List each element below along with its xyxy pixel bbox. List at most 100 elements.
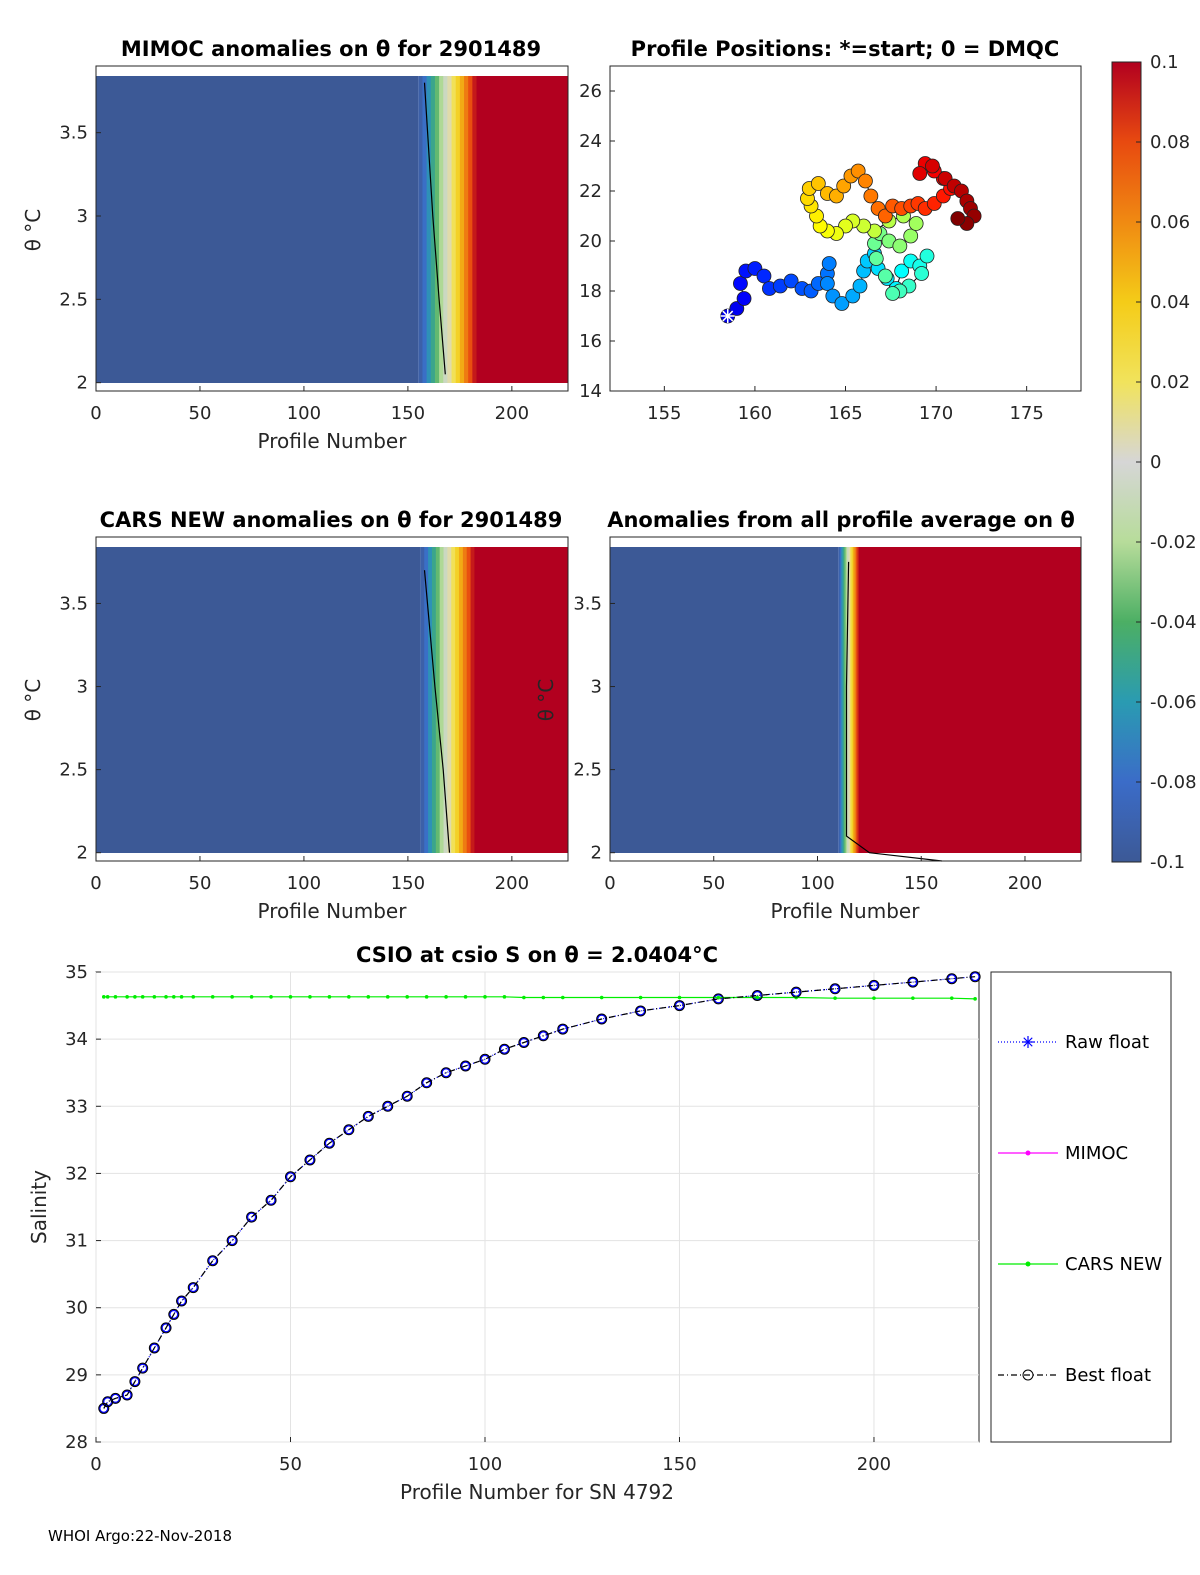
colorbar-tick-label: 0 xyxy=(1150,452,1161,473)
raw-float-point xyxy=(499,1044,510,1054)
cars-point xyxy=(716,995,721,1000)
transition-strip xyxy=(428,537,433,861)
cars-point xyxy=(164,995,168,999)
raw-float-point xyxy=(460,1061,471,1071)
transition-strip xyxy=(420,537,425,861)
csio-legend: Raw float MIMOC CARS NEW Best float xyxy=(990,971,1172,1443)
transition-strip xyxy=(459,66,465,391)
best-float-point xyxy=(323,1137,335,1149)
position-point xyxy=(819,276,835,291)
cars-point xyxy=(105,995,110,999)
position-point xyxy=(729,301,745,316)
best-float-point xyxy=(421,1077,433,1089)
mimoc-ylabel: θ °C xyxy=(21,209,45,252)
best-float-point xyxy=(907,976,919,988)
cars-point xyxy=(366,995,371,999)
missing-data-bottom xyxy=(96,853,568,861)
position-point xyxy=(877,268,893,284)
transition-strip xyxy=(839,537,842,861)
allavg-heatmap xyxy=(610,537,1081,862)
cars-point xyxy=(152,995,157,999)
y-tick-label: 2 xyxy=(77,373,88,394)
colorbar-tick-label: 0.08 xyxy=(1150,132,1190,153)
allavg-yticks: 2 2.5 3 3.5 xyxy=(573,593,615,864)
best-float-point xyxy=(712,993,724,1005)
missing-data-top xyxy=(610,537,1081,547)
best-float-point xyxy=(537,1030,549,1042)
y-tick-label: 18 xyxy=(579,281,602,302)
cars-point xyxy=(755,995,760,1000)
raw-float-point xyxy=(207,1256,218,1266)
best-float-point xyxy=(343,1124,355,1136)
x-tick-label: 200 xyxy=(857,1454,891,1475)
raw-float-point xyxy=(246,1212,257,1222)
cars-point xyxy=(385,995,390,999)
colorbar-ticks: 0.1 0.08 0.06 0.04 0.02 0 -0.02 -0.04 -0.06 -0.08… xyxy=(1136,52,1197,873)
best-float-point xyxy=(440,1067,452,1079)
transition-strip xyxy=(439,537,445,861)
colorbar-tick-label: -0.08 xyxy=(1150,772,1197,793)
x-tick-label: 175 xyxy=(1009,403,1043,424)
raw-float-point xyxy=(421,1078,432,1088)
y-tick-label: 24 xyxy=(579,131,602,152)
transition-strip xyxy=(850,537,853,861)
position-point xyxy=(852,278,868,294)
best-float-point xyxy=(382,1100,394,1112)
raw-float-point xyxy=(480,1054,490,1064)
y-tick-label: 3 xyxy=(77,677,88,698)
x-tick-label: 100 xyxy=(800,873,834,894)
x-tick-label: 100 xyxy=(468,1454,502,1475)
position-point xyxy=(892,238,908,254)
y-tick-label: 2 xyxy=(77,843,88,864)
transition-strip xyxy=(455,537,460,861)
x-tick-label: 0 xyxy=(90,873,101,894)
best-float-point xyxy=(226,1235,238,1247)
y-tick-label: 20 xyxy=(579,231,602,252)
csio-series xyxy=(98,971,981,1414)
cars-point xyxy=(638,995,643,1000)
position-point xyxy=(829,188,844,204)
cold-region xyxy=(610,537,839,861)
best-float-point xyxy=(673,1000,685,1012)
cars-xlabel: Profile Number xyxy=(258,899,408,923)
cars-point xyxy=(833,996,837,1000)
y-tick-label: 2 xyxy=(591,843,602,864)
start-star-ray xyxy=(722,310,734,322)
position-point xyxy=(925,158,940,174)
cars-axes-box xyxy=(95,536,569,862)
positions-title: Profile Positions: *=start; 0 = DMQC xyxy=(631,37,1060,61)
y-tick-label: 2.5 xyxy=(59,760,88,781)
cars-point xyxy=(522,995,526,1000)
cold-region xyxy=(96,66,419,391)
position-point xyxy=(912,166,928,181)
cars-point xyxy=(230,995,234,999)
x-tick-label: 0 xyxy=(90,403,101,424)
cars-point xyxy=(140,995,145,999)
y-tick-label: 14 xyxy=(579,381,602,402)
y-tick-label: 29 xyxy=(65,1365,88,1386)
series-line-raw-float xyxy=(103,976,976,1409)
positions-yticks: 14 16 18 20 22 24 26 xyxy=(579,81,615,402)
x-tick-label: 150 xyxy=(391,403,425,424)
cars-point xyxy=(133,995,137,999)
legend-label: CARS NEW xyxy=(1065,1254,1162,1275)
zero-contour xyxy=(423,82,446,375)
mimoc-yticks: 2 2.5 3 3.5 xyxy=(59,123,101,394)
y-tick-label: 3.5 xyxy=(59,593,88,614)
colorbar-tick-label: -0.02 xyxy=(1150,532,1197,553)
raw-float-point xyxy=(713,994,724,1004)
transition-strip xyxy=(443,66,449,391)
best-float-point xyxy=(102,1396,114,1408)
best-float-point xyxy=(790,986,802,998)
position-point xyxy=(845,288,861,304)
y-tick-label: 34 xyxy=(65,1029,88,1050)
cars-ylabel: θ °C xyxy=(21,679,45,722)
best-float-point xyxy=(460,1060,472,1072)
transition-strip xyxy=(458,537,464,861)
cars-point xyxy=(444,995,448,999)
legend-items: Raw float MIMOC CARS NEW Best float xyxy=(998,1032,1162,1386)
x-tick-label: 50 xyxy=(189,403,212,424)
position-point xyxy=(877,208,893,224)
best-float-point xyxy=(362,1110,374,1122)
